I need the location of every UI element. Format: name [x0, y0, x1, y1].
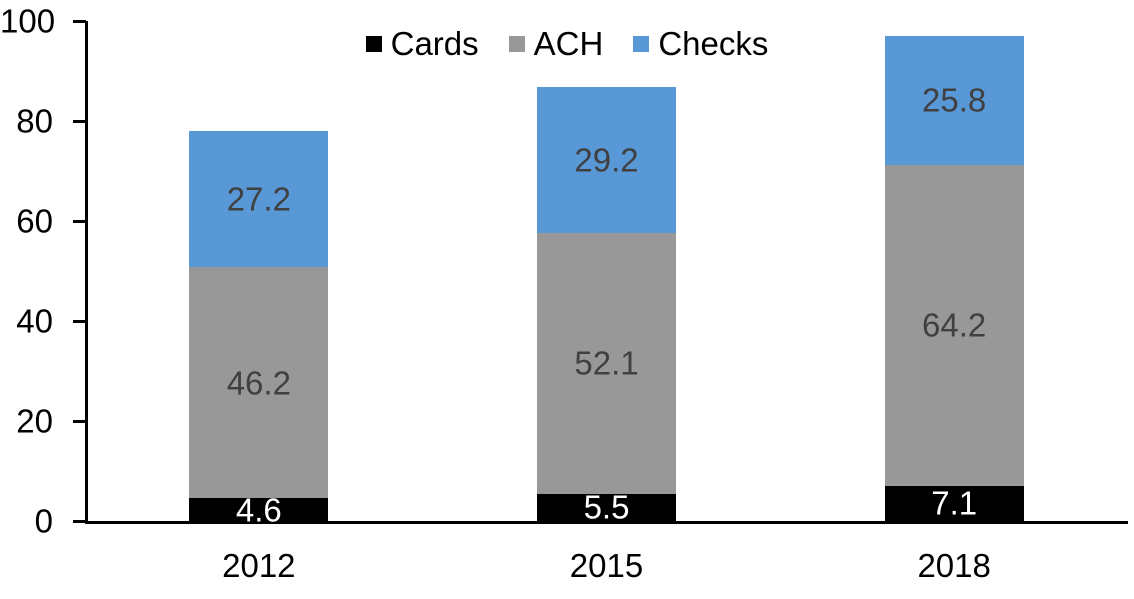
segment-value-label: 7.1	[931, 484, 978, 522]
y-axis-tick	[73, 220, 86, 223]
y-axis-tick-label: 60	[16, 202, 53, 240]
legend-swatch-icon	[365, 35, 382, 52]
segment-value-label: 5.5	[583, 488, 630, 526]
segment-value-label: 52.1	[574, 344, 639, 382]
x-axis-label-2012: 2012	[222, 547, 296, 584]
segment-value-label: 64.2	[922, 306, 987, 344]
y-axis-tick-label: 20	[16, 402, 53, 440]
segment-ach-2015: 52.1	[537, 233, 676, 494]
y-axis-line	[85, 21, 88, 523]
chart-legend: Cards ACH Checks	[0, 27, 1134, 60]
y-axis-tick	[73, 520, 86, 523]
segment-cards-2018: 7.1	[884, 484, 1024, 522]
segment-value-label: 25.8	[922, 81, 987, 119]
segment-checks-2015: 29.2	[537, 87, 676, 233]
segment-checks-2018: 25.8	[884, 35, 1024, 165]
y-axis-tick-label: 0	[34, 502, 53, 540]
legend-swatch-icon	[508, 35, 525, 52]
segment-ach-2018: 64.2	[884, 164, 1024, 486]
segment-cards-2015: 5.5	[537, 488, 676, 526]
y-axis-tick	[73, 120, 86, 123]
segment-value-label: 4.6	[235, 491, 282, 528]
y-axis-tick	[73, 420, 86, 423]
bar-2012: 27.2 46.2 4.6	[189, 131, 329, 526]
segment-value-label: 29.2	[574, 141, 639, 179]
bar-2018: 25.8 64.2 7.1	[884, 35, 1024, 522]
legend-item-cards: Cards	[365, 25, 479, 62]
legend-item-ach: ACH	[508, 25, 604, 62]
x-axis-label-2015: 2015	[569, 547, 644, 584]
y-axis-tick-label: 100	[0, 2, 56, 40]
segment-cards-2012: 4.6	[189, 493, 329, 526]
segment-ach-2012: 46.2	[189, 267, 329, 498]
x-axis-line	[85, 521, 1128, 524]
segment-value-label: 46.2	[226, 364, 291, 401]
legend-label: Cards	[390, 25, 479, 62]
y-axis-tick	[73, 20, 86, 23]
y-axis-tick	[73, 320, 86, 323]
segment-value-label: 27.2	[226, 180, 291, 218]
legend-swatch-icon	[633, 35, 650, 52]
y-axis-tick-label: 80	[16, 102, 53, 140]
bar-2015: 29.2 52.1 5.5	[537, 87, 676, 526]
legend-item-checks: Checks	[633, 27, 768, 60]
x-axis-label-2018: 2018	[917, 547, 991, 584]
legend-label: Checks	[658, 25, 769, 62]
y-axis-tick-label: 40	[16, 302, 53, 340]
legend-label: ACH	[533, 25, 604, 62]
segment-checks-2012: 27.2	[189, 131, 329, 267]
